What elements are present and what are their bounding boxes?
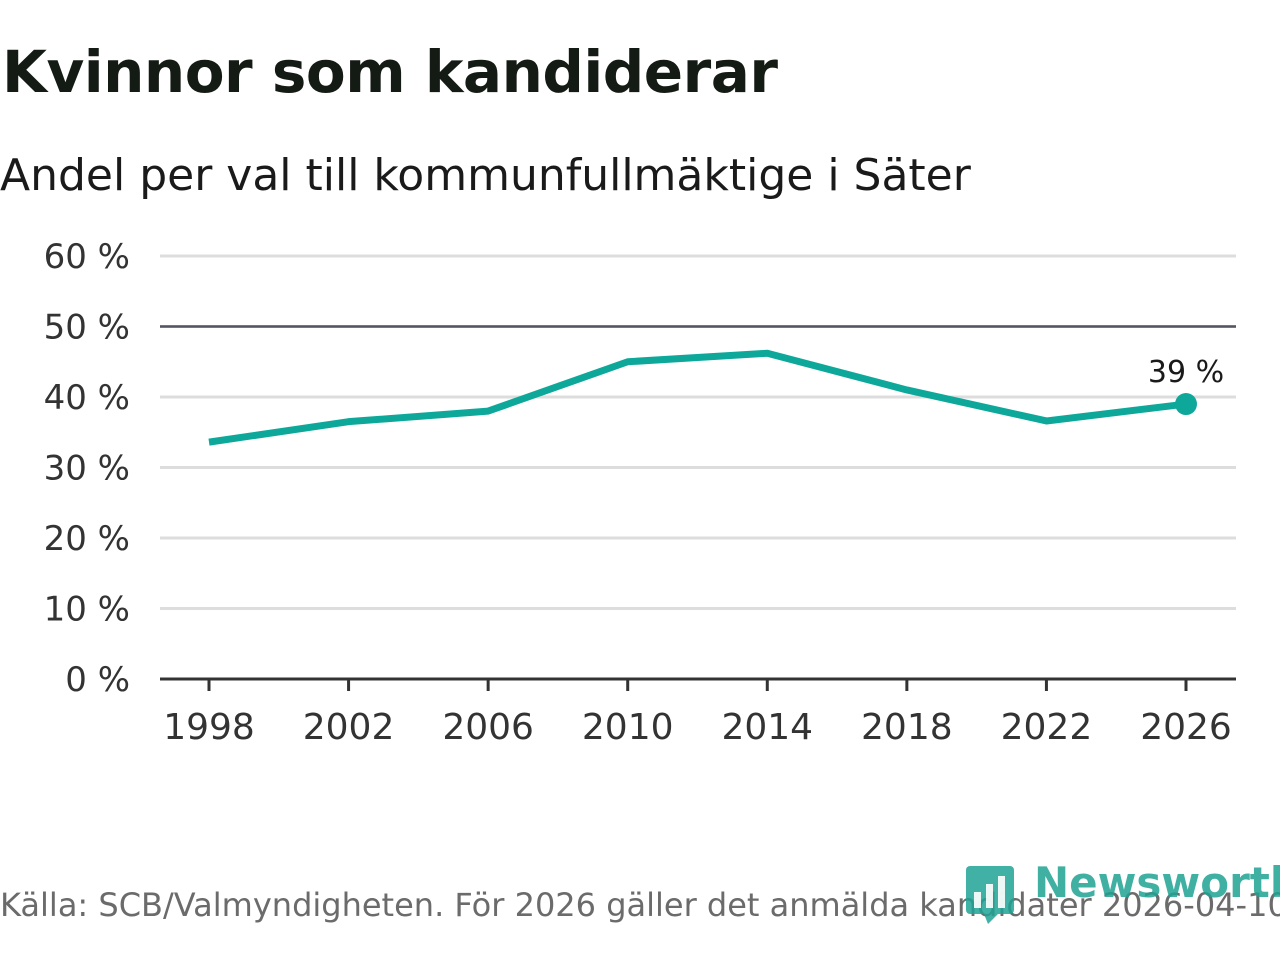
y-tick-label: 10 % xyxy=(44,590,130,630)
brand-name: Newsworthy xyxy=(1034,858,1280,907)
x-tick-label: 2002 xyxy=(303,707,395,748)
y-tick-label: 60 % xyxy=(44,237,130,277)
y-tick-label: 20 % xyxy=(44,519,130,559)
y-tick-label: 30 % xyxy=(44,449,130,489)
x-tick-label: 2022 xyxy=(1001,707,1093,748)
x-tick-label: 2010 xyxy=(582,707,674,748)
newsworthy-logo-icon xyxy=(966,866,1014,924)
grid-lines xyxy=(160,254,1236,610)
y-tick-label: 0 % xyxy=(65,660,130,700)
y-tick-label: 40 % xyxy=(44,378,130,418)
chart-title: Kvinnor som kandiderar xyxy=(2,38,778,106)
source-note: Källa: SCB/Valmyndigheten. För 2026 gäll… xyxy=(0,886,1280,924)
x-tick-label: 2014 xyxy=(721,707,813,748)
x-tick-label: 1998 xyxy=(163,707,255,748)
series-line xyxy=(208,349,1187,446)
x-tick-label: 2026 xyxy=(1140,707,1232,748)
y-tick-label: 50 % xyxy=(44,308,130,348)
x-axis: 1998 2002 2006 2010 2014 2018 2022 2026 xyxy=(160,677,1236,748)
data-labels: 39 % xyxy=(1148,355,1224,390)
series-layer xyxy=(208,349,1197,446)
x-tick-label: 2006 xyxy=(442,707,534,748)
chart-subtitle: Andel per val till kommunfullmäktige i S… xyxy=(0,150,971,201)
x-tick-label: 2018 xyxy=(861,707,953,748)
value-label: 39 % xyxy=(1148,355,1224,390)
y-axis-ticks: 0 % 10 % 20 % 30 % 40 % 50 % 60 % xyxy=(44,237,130,700)
last-data-point xyxy=(1175,393,1197,416)
